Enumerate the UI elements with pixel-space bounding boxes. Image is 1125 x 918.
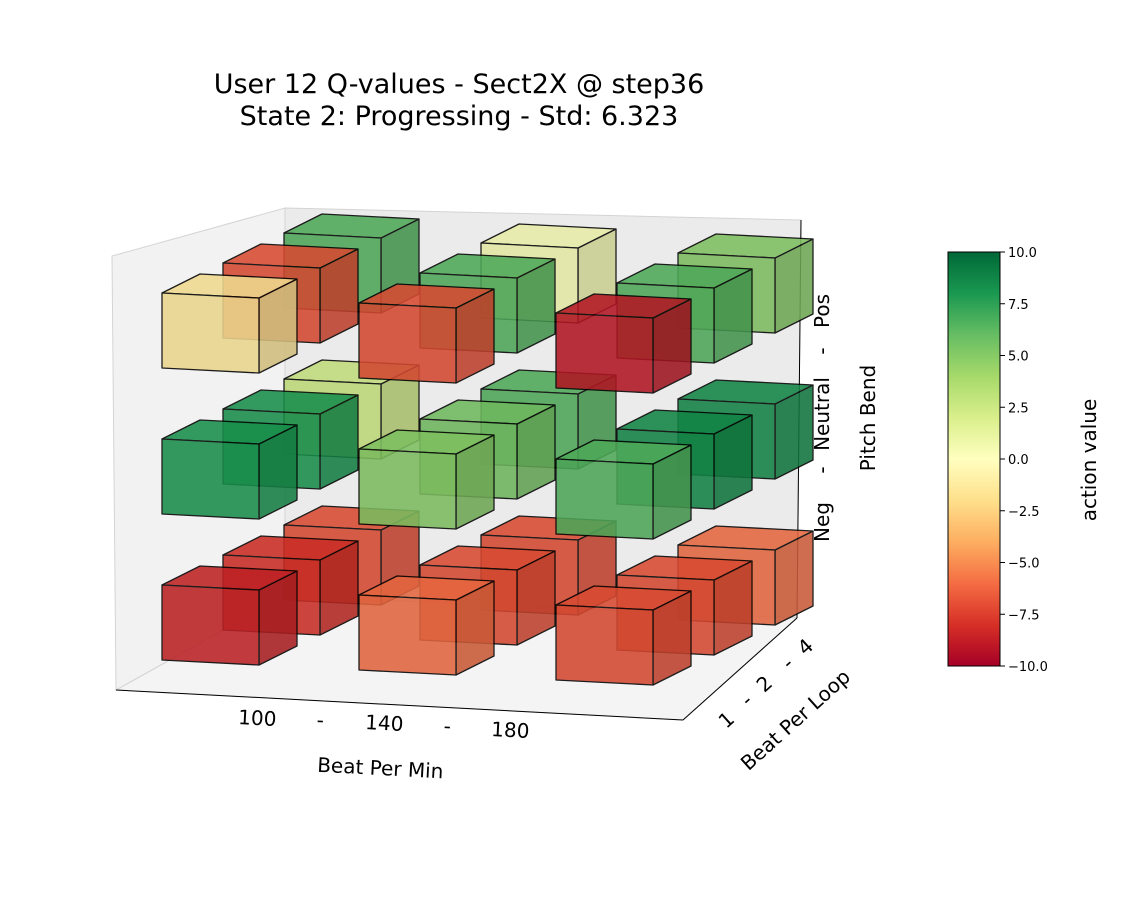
z-tick-label: - bbox=[810, 466, 834, 473]
bar-cube bbox=[161, 419, 298, 520]
colorbar-tick-label: −2.5 bbox=[1008, 505, 1040, 520]
bar-front-face bbox=[555, 604, 654, 686]
x-ticks: 100 - 140 - 180 bbox=[238, 705, 530, 743]
z-tick-label: Pos bbox=[810, 294, 834, 328]
bar-front-face bbox=[161, 292, 260, 374]
chart-title-line1: User 12 Q-values - Sect2X @ step36 bbox=[214, 69, 705, 100]
colorbar-tick-label: 10.0 bbox=[1008, 246, 1037, 261]
x-tick-label: 100 bbox=[238, 705, 277, 731]
bar-cube bbox=[555, 439, 692, 540]
bar-cube bbox=[358, 283, 495, 384]
colorbar-label: action value bbox=[1077, 399, 1101, 522]
colorbar-tick-label: −7.5 bbox=[1008, 608, 1040, 623]
colorbar-tick-label: 5.0 bbox=[1008, 350, 1029, 365]
colorbar-tick-label: −5.0 bbox=[1008, 557, 1040, 572]
bar-front-face bbox=[555, 458, 654, 540]
x-tick-label: 180 bbox=[491, 717, 530, 743]
colorbar-tick-label: 2.5 bbox=[1008, 401, 1029, 416]
bar-front-face bbox=[555, 312, 654, 394]
bar-front-face bbox=[358, 302, 457, 384]
bars-group bbox=[161, 213, 814, 686]
bar-cube bbox=[358, 575, 495, 676]
colorbar: 10.0 7.5 5.0 2.5 0.0 −2.5 −5.0 −7.5 −10.0 action… bbox=[947, 246, 1101, 675]
bar-front-face bbox=[161, 584, 260, 666]
z-tick-label: - bbox=[810, 347, 834, 354]
bar-cube bbox=[161, 273, 298, 374]
x-tick-label: 140 bbox=[365, 710, 404, 736]
y-tick-label: 2 bbox=[752, 671, 778, 697]
z-ticks: Neg - Neutral - Pos bbox=[810, 294, 834, 542]
bar-front-face bbox=[161, 438, 260, 520]
y-tick-label: - bbox=[777, 651, 798, 674]
colorbar-gradient bbox=[947, 251, 1001, 667]
bar-cube bbox=[358, 429, 495, 530]
colorbar-tick-label: 0.0 bbox=[1008, 453, 1029, 468]
z-tick-label: Neutral bbox=[810, 377, 834, 451]
colorbar-ticks: 10.0 7.5 5.0 2.5 0.0 −2.5 −5.0 −7.5 −10.0 bbox=[1000, 246, 1048, 675]
x-tick-label: - bbox=[443, 714, 451, 738]
z-tick-label: Neg bbox=[810, 502, 834, 542]
colorbar-tick-label: −10.0 bbox=[1008, 660, 1048, 675]
colorbar-tick-label: 7.5 bbox=[1008, 298, 1029, 313]
y-tick-label: 4 bbox=[793, 634, 819, 660]
x-axis-label: Beat Per Min bbox=[317, 753, 444, 784]
bar-front-face bbox=[358, 448, 457, 530]
x-tick-label: - bbox=[316, 708, 324, 732]
z-axis-label: Pitch Bend bbox=[856, 365, 880, 471]
bar-front-face bbox=[358, 594, 457, 676]
y-tick-label: - bbox=[736, 688, 757, 711]
bar-cube bbox=[161, 565, 298, 666]
y-tick-label: 1 bbox=[714, 707, 740, 733]
bar-cube bbox=[555, 293, 692, 394]
bar-cube bbox=[555, 585, 692, 686]
chart-title-line2: State 2: Progressing - Std: 6.323 bbox=[240, 101, 679, 132]
